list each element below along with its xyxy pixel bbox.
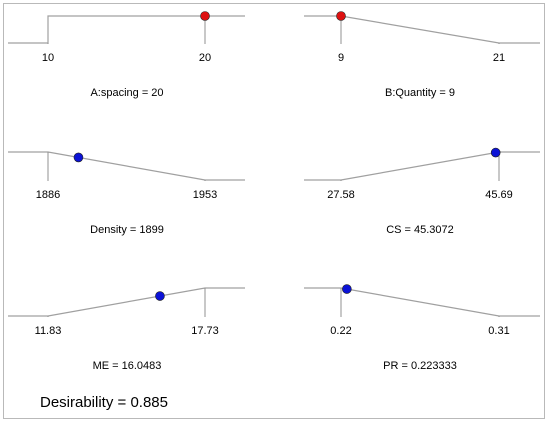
panel-label: A:spacing = 20 — [90, 87, 163, 99]
plot-frame — [3, 3, 545, 419]
current-setting-dot — [490, 147, 501, 158]
panel-pr: 0.22 0.31 PR = 0.223333 — [304, 284, 540, 372]
tick-label: 17.73 — [191, 325, 219, 337]
profile-line — [8, 151, 245, 181]
panel-label: PR = 0.223333 — [383, 360, 457, 372]
panel-a-spacing: 10 20 A:spacing = 20 — [8, 11, 245, 99]
desirability-label: Desirability = 0.885 — [40, 394, 168, 411]
profile-line — [304, 15, 540, 44]
panel-b-quantity: 9 21 B:Quantity = 9 — [304, 11, 540, 99]
panel-label: B:Quantity = 9 — [385, 87, 455, 99]
profile-line — [8, 15, 245, 44]
tick-label: 10 — [42, 52, 54, 64]
current-setting-dot — [155, 291, 165, 301]
profile-line — [304, 151, 540, 181]
current-setting-dot — [73, 152, 84, 163]
tick-label: 1886 — [36, 189, 60, 201]
current-setting-dot — [342, 284, 352, 294]
tick-label: 20 — [199, 52, 211, 64]
tick-label: 27.58 — [327, 189, 355, 201]
panel-label: ME = 16.0483 — [93, 360, 162, 372]
tick-label: 0.31 — [488, 325, 509, 337]
tick-label: 1953 — [193, 189, 217, 201]
tick-label: 45.69 — [485, 189, 513, 201]
panel-density: 1886 1953 Density = 1899 — [8, 151, 245, 236]
tick-label: 0.22 — [330, 325, 351, 337]
tick-label: 9 — [338, 52, 344, 64]
current-setting-dot — [200, 11, 210, 21]
tick-label: 21 — [493, 52, 505, 64]
panel-me: 11.83 17.73 ME = 16.0483 — [8, 287, 245, 372]
panel-cs: 27.58 45.69 CS = 45.3072 — [304, 147, 540, 236]
panel-label: Density = 1899 — [90, 224, 164, 236]
profile-line — [8, 287, 245, 317]
current-setting-dot — [336, 11, 346, 21]
panel-label: CS = 45.3072 — [386, 224, 454, 236]
profile-line — [304, 287, 540, 317]
tick-label: 11.83 — [35, 325, 62, 337]
